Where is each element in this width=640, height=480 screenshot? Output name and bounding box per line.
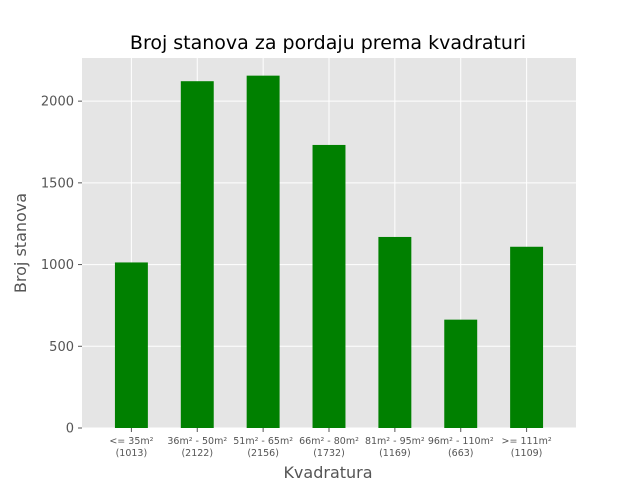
chart-title: Broj stanova za pordaju prema kvadraturi [130,32,526,54]
x-tick-label: 36m² - 50m² [167,436,227,447]
x-tick-label: 51m² - 65m² [233,436,293,447]
y-tick-label: 500 [49,340,74,355]
bars [114,75,544,428]
x-axis-label: Kvadratura [283,463,372,480]
y-tick-label: 1500 [41,176,74,191]
bar [378,236,412,428]
y-tick-label: 2000 [41,95,74,110]
x-tick-label: 66m² - 80m² [299,436,359,447]
bar [312,144,346,428]
bar [444,319,478,428]
y-axis-ticks: 0 500 1000 1500 2000 [41,95,82,437]
x-tick-label: 81m² - 95m² [365,436,425,447]
bar [114,262,148,428]
x-tick-label: (1013) [116,448,148,459]
x-tick-label: (1732) [313,448,345,459]
x-tick-label: (1169) [379,448,411,459]
bar [510,246,544,428]
x-tick-label: (2122) [181,448,213,459]
y-axis-label: Broj stanova [11,193,30,293]
x-tick-label: 96m² - 110m² [428,436,494,447]
x-tick-label: >= 111m² [502,436,552,447]
y-tick-label: 1000 [41,258,74,273]
x-tick-label: <= 35m² [109,436,153,447]
x-tick-label: (2156) [247,448,279,459]
y-tick-label: 0 [66,422,74,437]
x-axis-ticks: <= 35m²(1013) 36m² - 50m²(2122) 51m² - 65m… [109,428,552,459]
x-tick-label: (1109) [511,448,543,459]
x-tick-label: (663) [448,448,474,459]
bar [246,75,280,428]
bar [180,81,214,428]
